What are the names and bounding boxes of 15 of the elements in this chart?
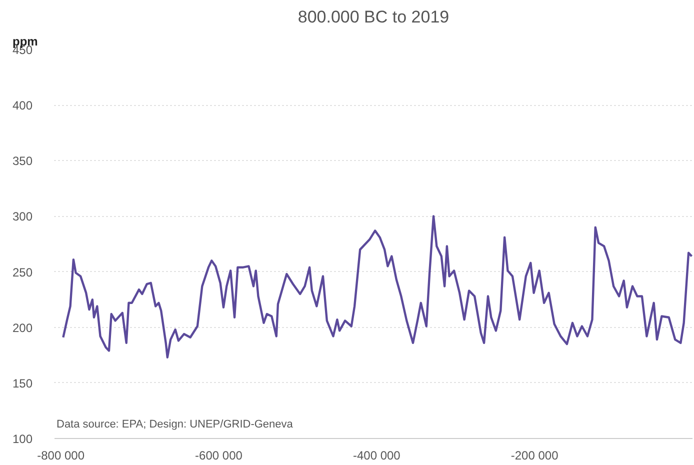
y-tick-label: 350 (12, 154, 33, 168)
x-tick-label: -800 000 (37, 448, 85, 462)
y-tick-label: 250 (12, 265, 33, 280)
y-tick-label: 100 (12, 432, 33, 446)
chart-title: 800.000 BC to 2019 (298, 8, 450, 26)
x-tick-label: -400 000 (352, 448, 401, 462)
line-series (62, 215, 692, 358)
y-tick-label: 400 (12, 98, 33, 113)
y-tick-label: 150 (12, 376, 33, 390)
y-tick-label: 300 (12, 210, 33, 224)
y-axis-title: ppm (12, 34, 38, 48)
x-tick-label: -600 000 (195, 448, 243, 462)
annotation: Data source: EPA; Design: UNEP/GRID-Geneva (56, 418, 294, 430)
y-tick-label: 200 (12, 320, 33, 335)
x-tick-label: -200 000 (510, 448, 559, 462)
